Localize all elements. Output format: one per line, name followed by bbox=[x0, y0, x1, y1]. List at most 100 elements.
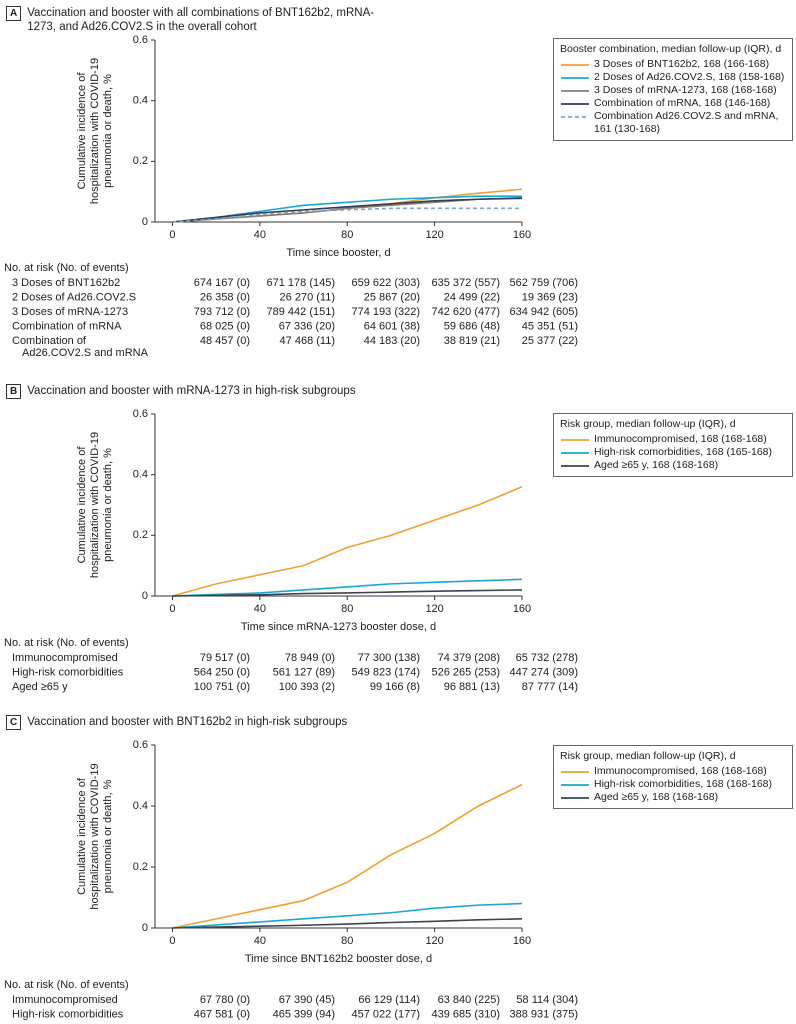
legend: Booster combination, median follow-up (I… bbox=[553, 38, 793, 141]
legend-swatch bbox=[561, 90, 589, 92]
legend: Risk group, median follow-up (IQR), d Imm… bbox=[553, 745, 793, 809]
x-tick-label: 120 bbox=[425, 603, 443, 615]
series-line bbox=[172, 207, 522, 223]
risk-cell: 634 942 (605) bbox=[510, 306, 579, 318]
legend-label: Aged ≥65 y, 168 (168-168) bbox=[594, 791, 719, 803]
risk-row-label: Ad26.COV2.S and mRNA bbox=[22, 347, 149, 359]
panel-label: A bbox=[6, 6, 22, 21]
risk-cell: 58 114 (304) bbox=[516, 994, 578, 1006]
risk-cell: 44 183 (20) bbox=[364, 335, 420, 347]
legend: Risk group, median follow-up (IQR), d Imm… bbox=[553, 413, 793, 477]
risk-cell: 83 791 (3) bbox=[285, 1023, 335, 1024]
risk-row-label: Aged ≥65 y bbox=[12, 681, 68, 693]
risk-cell: 671 178 (145) bbox=[267, 277, 336, 289]
legend-entry: 3 Doses of mRNA-1273, 168 (168-168) bbox=[560, 84, 786, 97]
legend-entry: Combination of mRNA, 168 (146-168) bbox=[560, 97, 786, 110]
x-tick-label: 160 bbox=[513, 229, 531, 241]
risk-cell: 83 998 (0) bbox=[200, 1023, 250, 1024]
risk-cell: 67 780 (0) bbox=[200, 994, 250, 1006]
risk-cell: 87 777 (14) bbox=[522, 681, 578, 693]
risk-cell: 96 881 (13) bbox=[444, 681, 500, 693]
legend-swatch bbox=[561, 439, 589, 441]
series-line bbox=[172, 578, 523, 597]
x-axis-label: Time since BNT162b2 booster dose, d bbox=[245, 953, 432, 965]
risk-cell: 659 622 (303) bbox=[352, 277, 421, 289]
y-axis-label-line: Cumulative incidence of bbox=[76, 72, 88, 190]
legend-label: High-risk comorbidities, 168 (168-168) bbox=[594, 778, 772, 790]
x-tick-label: 0 bbox=[169, 229, 175, 241]
legend-entry: 3 Doses of BNT162b2, 168 (166-168) bbox=[560, 58, 786, 71]
risk-cell: 19 369 (23) bbox=[522, 291, 578, 303]
risk-cell: 549 823 (174) bbox=[352, 666, 421, 678]
risk-cell: 99 166 (8) bbox=[370, 681, 420, 693]
risk-table-title: No. at risk (No. of events) bbox=[4, 979, 129, 991]
legend-label: High-risk comorbidities, 168 (165-168) bbox=[594, 446, 772, 458]
x-tick-label: 160 bbox=[513, 603, 531, 615]
y-axis-label: Cumulative incidence ofhospitalization w… bbox=[76, 763, 114, 909]
y-axis-label-line: Cumulative incidence of bbox=[76, 446, 88, 564]
risk-cell: 26 358 (0) bbox=[200, 291, 250, 303]
series-line bbox=[172, 197, 523, 223]
panel-label: C bbox=[6, 715, 22, 730]
legend-label: Aged ≥65 y, 168 (168-168) bbox=[594, 459, 719, 471]
legend-swatch bbox=[561, 64, 589, 66]
x-tick-label: 40 bbox=[254, 229, 266, 241]
risk-cell: 66 129 (114) bbox=[358, 994, 420, 1006]
risk-cell: 635 372 (557) bbox=[432, 277, 501, 289]
series-line bbox=[172, 902, 523, 929]
legend-title: Booster combination, median follow-up (I… bbox=[560, 43, 782, 55]
risk-cell: 74 379 (208) bbox=[438, 652, 500, 664]
y-tick-label: 0.2 bbox=[133, 155, 148, 167]
y-axis-label-line: pneumonia or death, % bbox=[102, 448, 114, 562]
risk-cell: 439 685 (310) bbox=[432, 1008, 501, 1020]
y-axis-label-line: hospitalization with COVID-19 bbox=[89, 58, 101, 204]
y-tick-label: 0 bbox=[142, 216, 148, 228]
legend-label: 2 Doses of Ad26.COV2.S, 168 (158-168) bbox=[594, 71, 785, 83]
risk-cell: 63 840 (225) bbox=[438, 994, 500, 1006]
risk-cell: 79 517 (0) bbox=[200, 652, 250, 664]
y-axis-label-line: hospitalization with COVID-19 bbox=[89, 763, 101, 909]
y-tick-label: 0.6 bbox=[133, 408, 148, 420]
x-tick-label: 80 bbox=[341, 229, 353, 241]
risk-cell: 561 127 (89) bbox=[273, 666, 335, 678]
x-tick-label: 40 bbox=[254, 603, 266, 615]
risk-row-label: 3 Doses of BNT162b2 bbox=[12, 277, 120, 289]
risk-cell: 25 867 (20) bbox=[364, 291, 420, 303]
series-line bbox=[172, 486, 523, 597]
risk-cell: 467 581 (0) bbox=[194, 1008, 250, 1020]
legend-label: Immunocompromised, 168 (168-168) bbox=[594, 765, 767, 777]
legend-swatch bbox=[561, 77, 589, 79]
legend-title: Risk group, median follow-up (IQR), d bbox=[560, 750, 736, 762]
legend-swatch bbox=[561, 771, 589, 773]
risk-cell: 25 377 (22) bbox=[522, 335, 578, 347]
risk-cell: 100 393 (2) bbox=[279, 681, 335, 693]
risk-row-label: 2 Doses of Ad26.COV2.S bbox=[12, 291, 136, 303]
risk-cell: 38 819 (21) bbox=[444, 335, 500, 347]
risk-row-label: High-risk comorbidities bbox=[12, 666, 124, 678]
risk-cell: 774 193 (322) bbox=[352, 306, 421, 318]
panel-title: Vaccination and booster with BNT162b2 in… bbox=[27, 716, 348, 728]
risk-cell: 67 336 (20) bbox=[279, 320, 335, 332]
series-line bbox=[172, 918, 523, 929]
risk-cell: 48 457 (0) bbox=[200, 335, 250, 347]
risk-cell: 674 167 (0) bbox=[194, 277, 250, 289]
risk-table-title: No. at risk (No. of events) bbox=[4, 262, 129, 274]
legend-entry: 2 Doses of Ad26.COV2.S, 168 (158-168) bbox=[560, 71, 786, 84]
legend-swatch bbox=[561, 116, 589, 118]
x-axis-label: Time since booster, d bbox=[286, 247, 390, 259]
risk-cell: 81 477 (17) bbox=[444, 1023, 500, 1024]
risk-row-label: Immunocompromised bbox=[12, 652, 118, 664]
risk-cell: 68 025 (0) bbox=[200, 320, 250, 332]
y-tick-label: 0 bbox=[142, 922, 148, 934]
legend-entry: High-risk comorbidities, 168 (165-168) bbox=[560, 446, 786, 459]
legend-label: Combination of mRNA, 168 (146-168) bbox=[594, 97, 771, 109]
legend-swatch bbox=[561, 784, 589, 786]
risk-cell: 457 022 (177) bbox=[352, 1008, 421, 1020]
risk-cell: 447 274 (309) bbox=[510, 666, 579, 678]
y-tick-label: 0.4 bbox=[133, 469, 148, 481]
risk-table-title: No. at risk (No. of events) bbox=[4, 637, 129, 649]
legend-entry: Immunocompromised, 168 (168-168) bbox=[560, 765, 786, 778]
legend-title: Risk group, median follow-up (IQR), d bbox=[560, 418, 736, 430]
risk-cell: 100 751 (0) bbox=[194, 681, 250, 693]
